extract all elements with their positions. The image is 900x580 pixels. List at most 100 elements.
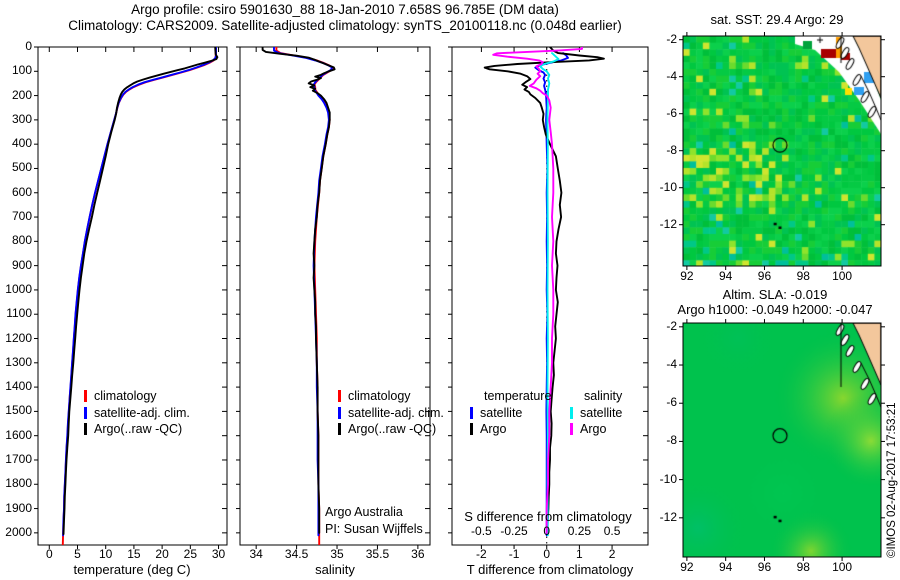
pi-annotation-line1: Argo Australia [325, 505, 403, 519]
x-tick-label: -2 [476, 547, 487, 561]
depth-tick-label: 600 [11, 184, 32, 199]
legend-item-argo: Argo(..raw -QC) [84, 421, 190, 438]
map-x-tick-label: 92 [680, 269, 694, 283]
temperature-legend: climatology satellite-adj. clim. Argo(..… [84, 388, 190, 438]
map-y-tick-label: -6 [666, 105, 677, 120]
depth-tick-label: 2000 [5, 524, 32, 539]
salinity-axis-label: salinity [315, 562, 355, 577]
argo-raw-qc--curve [261, 47, 336, 534]
depth-tick-label: 0 [25, 39, 32, 53]
salinity_profile-frame [239, 46, 431, 546]
depth-tick-label: 900 [11, 257, 32, 272]
climatology-curve [61, 47, 217, 545]
legend-header-salinity: salinity [584, 389, 623, 403]
s-difference-axis-label: S difference from climatology [464, 509, 632, 524]
map-y-tick-label: -10 [659, 179, 677, 194]
x-tick-label: 25 [183, 547, 198, 561]
x-tick-label: 0 [45, 547, 53, 561]
map-x-tick-label: 94 [718, 269, 733, 283]
map-x-tick-label: 98 [796, 269, 810, 283]
difference-legend-temperature: temperature satellite Argo [470, 388, 551, 438]
temperature-axis-label: temperature (deg C) [73, 562, 191, 577]
x-tick-label: 30 [211, 547, 226, 561]
legend-item-satellite-T: satellite [470, 405, 551, 422]
pi-annotation: Argo Australia PI: Susan Wijffels [325, 504, 423, 537]
argo-T-swatch [470, 423, 473, 435]
map-y-tick-label: -2 [666, 31, 677, 46]
x-tick-label: 0 [543, 547, 551, 561]
x-tick-label: 5 [74, 547, 81, 561]
temperature-argo-curve [483, 47, 605, 534]
depth-tick-label: 1800 [5, 476, 32, 491]
climatology-swatch [84, 390, 87, 402]
argo-raw-qc--curve [62, 47, 219, 536]
sla-map-image [683, 323, 881, 557]
depth-tick-label: 100 [11, 63, 32, 78]
map-y-tick-label: -8 [666, 142, 677, 157]
depth-tick-label: 1900 [5, 500, 32, 515]
salinity-satellite-curve [539, 52, 560, 537]
x-tick-label: 20 [155, 547, 169, 561]
depth-tick-label: 1300 [5, 354, 32, 369]
depth-tick-label: 800 [11, 233, 32, 248]
x-tick-label: 1 [576, 547, 583, 561]
x-tick-label: 34 [249, 547, 263, 561]
s-tick-label: 0.25 [567, 524, 592, 538]
map-x-tick-label: 100 [832, 269, 853, 283]
x-tick-label: 35.5 [365, 547, 390, 561]
difference-legend-salinity: salinity satellite Argo [570, 388, 622, 438]
legend-item-climatology: climatology [338, 388, 444, 405]
x-tick-label: 15 [127, 547, 141, 561]
figure-title: Argo profile: csiro 5901630_88 18-Jan-20… [131, 2, 559, 17]
difference_profile-frame [451, 46, 649, 546]
x-tick-label: 35 [330, 547, 344, 561]
depth-tick-label: 1700 [5, 451, 32, 466]
legend-item-satellite-clim: satellite-adj. clim. [84, 405, 190, 422]
sla-map-title-line1: Altim. SLA: -0.019 [722, 287, 828, 302]
argo-swatch [84, 423, 87, 435]
map-y-tick-label: -8 [666, 433, 677, 448]
depth-tick-label: 1200 [5, 330, 32, 345]
s-tick-label: -0.25 [500, 524, 528, 538]
map-y-tick-label: -6 [666, 395, 677, 410]
depth-tick-label: 1000 [5, 281, 32, 296]
depth-tick-label: 1600 [5, 427, 32, 442]
depth-tick-label: 400 [11, 136, 32, 151]
map-y-tick-label: -12 [659, 509, 677, 524]
climatology-curve [275, 47, 334, 545]
legend-header-temperature: temperature [484, 389, 552, 403]
s-tick-label: 0.5 [603, 524, 621, 538]
depth-tick-label: 500 [11, 160, 32, 175]
x-tick-label: 36 [411, 547, 425, 561]
s-tick-label: -0.5 [471, 524, 492, 538]
depth-tick-label: 300 [11, 111, 32, 126]
x-tick-label: -1 [508, 547, 520, 561]
argo-swatch [338, 423, 341, 435]
map-y-tick-label: -10 [659, 471, 677, 486]
map-y-tick-label: -4 [666, 68, 677, 83]
legend-item-satellite-clim: satellite-adj. clim. [338, 405, 444, 422]
legend-item-argo: Argo(..raw -QC) [338, 421, 444, 438]
satellite-T-swatch [470, 406, 473, 419]
sst-map-image [683, 36, 881, 266]
map-y-tick-label: -2 [666, 318, 677, 333]
map-x-tick-label: 98 [796, 560, 810, 574]
x-tick-label: 2 [608, 547, 616, 561]
argo-S-swatch [570, 423, 573, 435]
satellite-S-swatch [570, 406, 573, 419]
map-y-tick-label: -4 [666, 357, 677, 372]
temperature_profile-frame [37, 46, 228, 546]
depth-tick-label: 1400 [5, 379, 32, 394]
x-tick-label: 10 [99, 547, 113, 561]
x-tick-label: 34.5 [284, 547, 309, 561]
legend-item-argo-S: Argo [570, 421, 622, 438]
map-x-tick-label: 96 [757, 269, 772, 283]
figure-subtitle: Climatology: CARS2009. Satellite-adjuste… [68, 18, 622, 33]
legend-item-argo-T: Argo [470, 421, 551, 438]
satellite-clim-swatch [338, 406, 341, 419]
salinity-legend: climatology satellite-adj. clim. Argo(..… [338, 388, 444, 438]
depth-tick-label: 700 [11, 209, 32, 224]
climatology-swatch [338, 390, 341, 402]
map-x-tick-label: 92 [680, 560, 694, 574]
